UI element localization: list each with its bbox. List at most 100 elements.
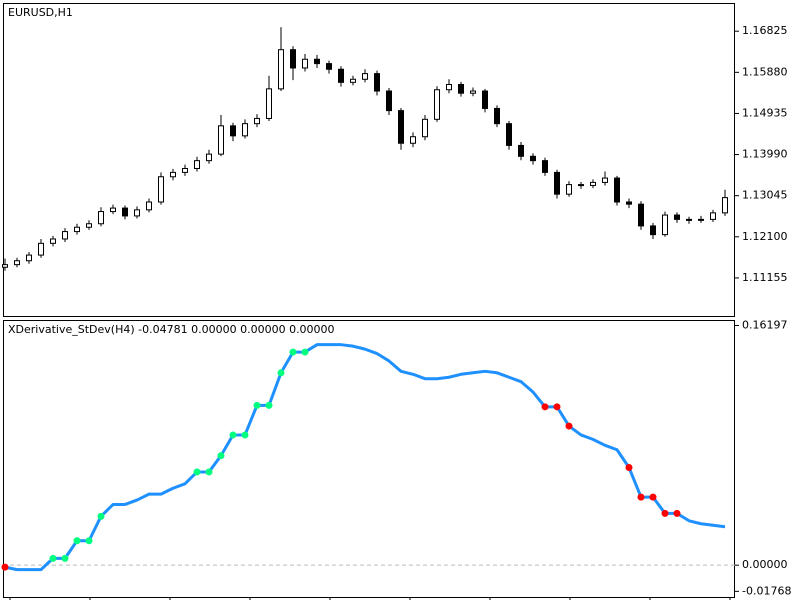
signal-dot <box>661 509 669 517</box>
candle-body <box>470 90 476 94</box>
y-tick-label: 0.16197 <box>742 318 788 331</box>
candle-body <box>182 167 188 173</box>
signal-dot <box>541 403 549 411</box>
signal-dot <box>289 348 297 356</box>
candle-body <box>638 203 644 227</box>
y-tick-label: 1.12100 <box>742 230 788 243</box>
signal-dot <box>193 468 201 476</box>
candle-body <box>530 155 536 162</box>
y-tick-label: 0.00000 <box>742 558 788 571</box>
candle-body <box>278 49 284 90</box>
indicator-line <box>4 343 726 572</box>
candle-body <box>86 223 92 228</box>
signal-dot <box>625 464 633 472</box>
signal-dot <box>49 554 57 562</box>
candle-body <box>194 160 200 169</box>
candle-body <box>122 207 128 217</box>
y-tick-label: 1.13045 <box>742 189 788 202</box>
candle-body <box>674 214 680 220</box>
y-tick-label: -0.01768 <box>742 584 791 597</box>
candle-body <box>626 201 632 205</box>
y-tick-label: 1.16825 <box>742 24 788 37</box>
candle-body <box>566 184 572 195</box>
signal-dot <box>565 422 573 430</box>
candle-body <box>602 177 608 183</box>
indicator-pane <box>3 320 735 598</box>
signal-dot <box>673 509 681 517</box>
signal-dot <box>61 554 69 562</box>
candle-body <box>14 260 20 266</box>
candle-body <box>254 117 260 125</box>
candle-body <box>722 197 728 214</box>
candle-body <box>338 68 344 83</box>
candle-body <box>374 73 380 92</box>
candle-body <box>686 218 692 221</box>
candle-body <box>458 84 464 94</box>
price-pane <box>3 3 735 317</box>
candle-body <box>710 212 716 220</box>
candle-body <box>110 207 116 213</box>
signal-dot <box>301 348 309 356</box>
signal-dot <box>649 493 657 501</box>
candle-body <box>662 214 668 236</box>
candle-body <box>350 78 356 83</box>
candle-body <box>698 218 704 221</box>
candle-body <box>206 153 212 162</box>
candle-body <box>326 63 332 70</box>
candle-body <box>614 177 620 203</box>
candle-body <box>434 89 440 120</box>
indicator-title: XDerivative_StDev(H4) -0.04781 0.00000 0… <box>8 323 335 336</box>
candle-body <box>134 209 140 217</box>
signal-dot <box>97 512 105 520</box>
y-tick-label: 1.15880 <box>742 65 788 78</box>
candle-body <box>410 136 416 144</box>
y-tick-label: 1.14935 <box>742 106 788 119</box>
candle-body <box>302 58 308 69</box>
candle-body <box>230 125 236 137</box>
candle-body <box>482 90 488 109</box>
signal-dot <box>265 401 273 409</box>
candle-body <box>170 171 176 178</box>
signal-dot <box>73 537 81 545</box>
candle-body <box>446 84 452 91</box>
price-title: EURUSD,H1 <box>8 6 73 19</box>
signal-dot <box>637 493 645 501</box>
signal-dot <box>241 431 249 439</box>
candle-body <box>62 231 68 240</box>
candle-body <box>266 88 272 119</box>
candle-body <box>650 225 656 236</box>
candle-body <box>590 181 596 186</box>
signal-dot <box>553 403 561 411</box>
candle-body <box>578 184 584 187</box>
candle-body <box>542 160 548 173</box>
candle-body <box>242 123 248 137</box>
signal-dot <box>205 468 213 476</box>
y-tick-label: 1.11155 <box>742 271 788 284</box>
candle-body <box>38 242 44 256</box>
signal-dot <box>253 401 261 409</box>
candle-body <box>362 73 368 80</box>
candle-body <box>146 201 152 211</box>
signal-dot <box>217 452 225 460</box>
candle-body <box>506 123 512 146</box>
candle-body <box>158 176 164 203</box>
candle-body <box>554 171 560 195</box>
signal-dot <box>1 563 9 571</box>
candle-body <box>398 110 404 144</box>
signal-dot <box>85 537 93 545</box>
signal-dot <box>229 431 237 439</box>
signal-dot <box>277 369 285 377</box>
candle-body <box>494 107 500 125</box>
candle-body <box>74 226 80 233</box>
candle-body <box>218 125 224 155</box>
candle-body <box>26 254 32 262</box>
candle-body <box>2 264 8 268</box>
candle-body <box>290 49 296 69</box>
candle-body <box>314 58 320 65</box>
candle-body <box>50 238 56 244</box>
y-tick-label: 1.13990 <box>742 148 788 161</box>
candle-body <box>422 118 428 138</box>
candle-body <box>518 144 524 157</box>
